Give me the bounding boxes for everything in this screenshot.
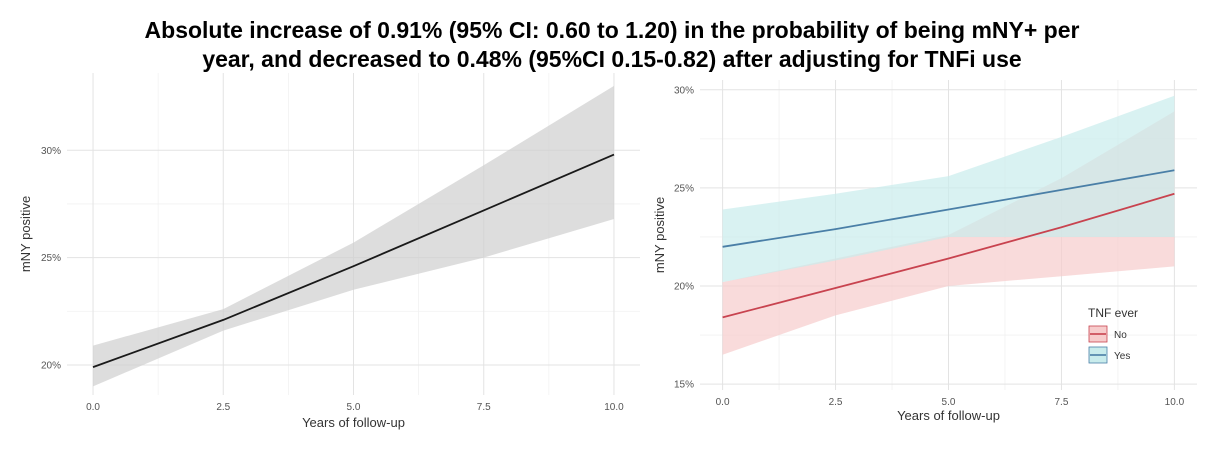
y-tick-label: 20% (41, 360, 61, 371)
x-axis-label: Years of follow-up (897, 408, 1000, 423)
ci-ribbon-overall (93, 85, 614, 387)
y-tick-label: 20% (674, 282, 694, 293)
y-tick-label: 15% (674, 380, 694, 391)
legend-key-border (1088, 325, 1108, 343)
x-tick-label: 7.5 (1055, 397, 1069, 408)
y-tick-label: 25% (41, 253, 61, 264)
x-tick-label: 7.5 (477, 402, 491, 413)
x-tick-label: 5.0 (942, 397, 956, 408)
x-tick-label: 10.0 (604, 402, 624, 413)
y-axis-label: mNY positive (18, 196, 33, 272)
y-tick-label: 30% (674, 85, 694, 96)
legend-label-no: No (1114, 330, 1127, 341)
chart-title-line-1: Absolute increase of 0.91% (95% CI: 0.60… (144, 17, 1080, 43)
chart-title-line-2: year, and decreased to 0.48% (95%CI 0.15… (202, 46, 1022, 72)
series-line-yes (722, 169, 1175, 248)
chart-panel-1: 0.0 2.5 5.0 7.5 10.0 20% 25% 30% Years of follow… (18, 73, 640, 430)
y-axis-label: mNY positive (652, 197, 667, 273)
y-tick-label: 30% (41, 146, 61, 157)
ci-ribbon-yes (722, 95, 1175, 283)
x-tick-label: 5.0 (347, 402, 361, 413)
x-tick-label: 0.0 (716, 397, 730, 408)
x-tick-label: 0.0 (86, 402, 100, 413)
chart-title: Absolute increase of 0.91% (95% CI: 0.60… (0, 16, 1224, 74)
legend-label-yes: Yes (1114, 351, 1130, 362)
chart-panel-2: 0.0 2.5 5.0 7.5 10.0 15% 20% 25% 30% Years of fol… (652, 80, 1197, 423)
series-line-no (722, 192, 1175, 319)
series-line-overall (92, 153, 615, 368)
x-tick-label: 10.0 (1165, 397, 1185, 408)
ci-ribbon-no (722, 111, 1175, 355)
legend-key-border (1088, 346, 1108, 364)
legend: TNF ever No Yes (1088, 306, 1138, 364)
x-tick-label: 2.5 (829, 397, 843, 408)
x-tick-label: 2.5 (216, 402, 230, 413)
y-tick-label: 25% (674, 183, 694, 194)
x-axis-label: Years of follow-up (302, 415, 405, 430)
legend-title: TNF ever (1088, 306, 1138, 320)
